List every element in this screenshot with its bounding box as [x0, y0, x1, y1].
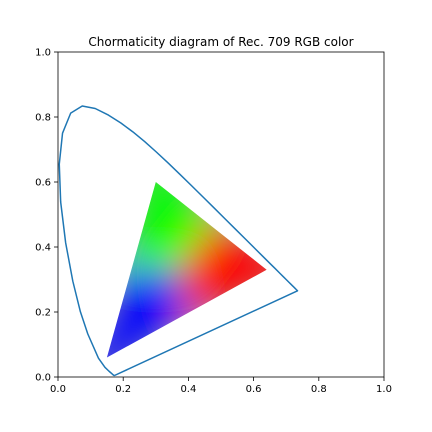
plot-frame: [57, 51, 385, 378]
gamut-region-green: [131, 182, 212, 270]
y-tick-label: 0.2: [35, 308, 51, 319]
y-tick-label: 0.4: [35, 243, 51, 254]
gamut-region-blue: [106, 269, 187, 358]
x-tick-label: 0.0: [50, 384, 66, 395]
spectral-locus: [58, 105, 299, 377]
y-tick-label: 1.0: [35, 48, 51, 59]
rgb-gamut-triangle: [106, 182, 267, 358]
y-axis-ticks: 0.0 0.2 0.4 0.6 0.8 1.0: [35, 48, 58, 384]
x-tick-label: 0.2: [115, 384, 131, 395]
x-axis-ticks: 0.0 0.2 0.4 0.6 0.8 1.0: [50, 377, 392, 395]
y-tick-label: 0.6: [35, 178, 51, 189]
spectral-locus-line: [58, 105, 299, 377]
y-tick-label: 0.8: [35, 113, 51, 124]
x-tick-label: 0.4: [180, 384, 196, 395]
gamut-fill: [106, 182, 267, 358]
x-tick-label: 1.0: [376, 384, 392, 395]
gamut-region-red: [176, 225, 267, 314]
x-tick-label: 0.8: [311, 384, 327, 395]
chart-title: Chormaticity diagram of Rec. 709 RGB col…: [88, 35, 353, 49]
y-tick-label: 0.0: [35, 373, 51, 384]
x-tick-label: 0.6: [246, 384, 262, 395]
